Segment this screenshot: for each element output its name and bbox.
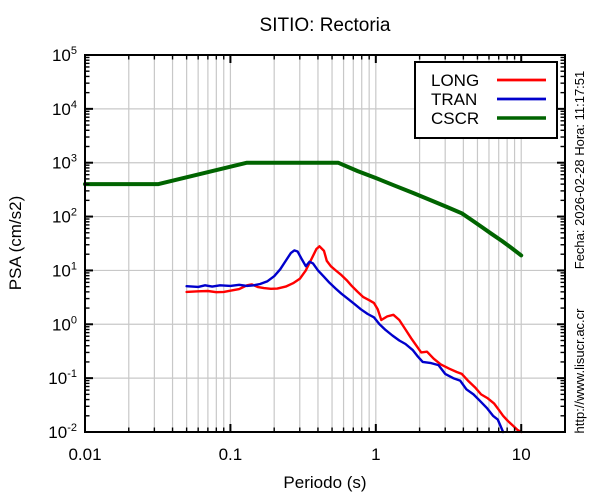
chart-title: SITIO: Rectoria xyxy=(260,15,391,36)
x-axis-label: Periodo (s) xyxy=(283,473,366,492)
y-tick-label: 104 xyxy=(52,99,77,119)
legend-label-long: LONG xyxy=(431,71,479,90)
legend-label-tran: TRAN xyxy=(431,90,477,109)
y-tick-label: 10-2 xyxy=(48,422,77,442)
data-series xyxy=(83,160,524,434)
y-tick-label: 10-1 xyxy=(48,368,77,388)
x-tick-label: 0.01 xyxy=(68,445,101,464)
x-tick-label: 0.1 xyxy=(219,445,243,464)
series-long-line xyxy=(185,245,523,434)
y-tick-label: 101 xyxy=(52,260,77,280)
timestamp-text: Fecha: 2026-02-28 Hora: 11:17:51 xyxy=(572,71,587,270)
x-tick-label: 10 xyxy=(512,445,531,464)
y-tick-label: 105 xyxy=(52,45,77,65)
y-tick-label: 103 xyxy=(52,153,77,173)
plot-frame-and-ticks xyxy=(84,54,566,433)
series-tran-line xyxy=(185,249,505,434)
tick-labels: 10-2 10-1 100 101 102 103 104 105 0.01 0.1 1 10 xyxy=(48,45,530,464)
plot-border xyxy=(84,54,566,433)
website-text: http://www.lisucr.ac.cr xyxy=(572,308,587,434)
x-tick-label: 1 xyxy=(371,445,380,464)
y-axis-label: PSA (cm/s2) xyxy=(6,196,25,290)
legend-label-cscr: CSCR xyxy=(431,109,479,128)
series-cscr-line xyxy=(83,160,524,258)
y-tick-label: 100 xyxy=(52,314,77,334)
y-tick-label: 102 xyxy=(52,207,77,227)
